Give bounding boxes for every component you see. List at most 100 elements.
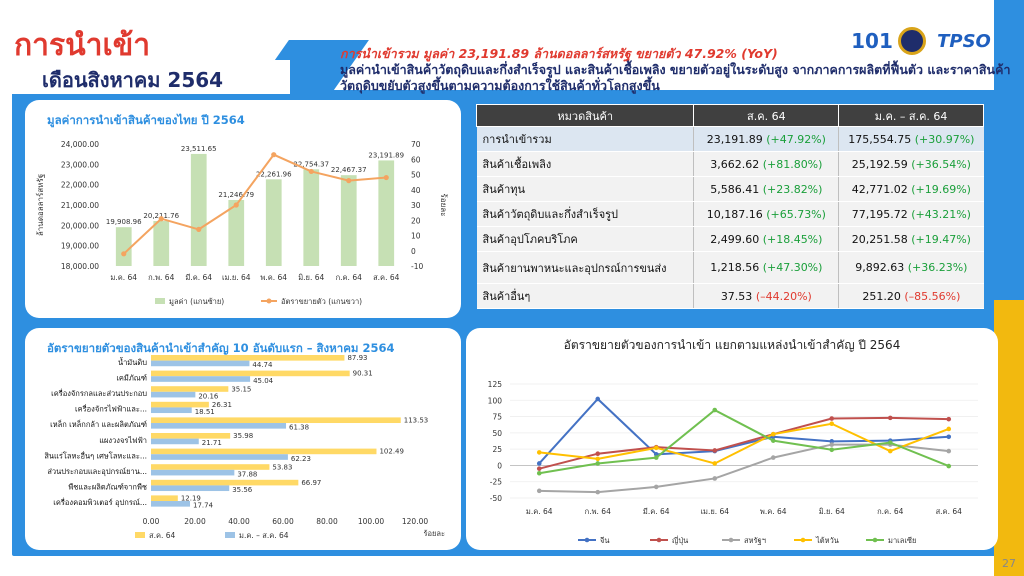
source-growth-chart-title: อัตราขยายตัวของการนำเข้า แยกตามแหล่งนำเข… xyxy=(563,338,901,352)
table-cell-category: การนำเข้ารวม xyxy=(476,126,694,152)
series-point xyxy=(536,466,542,471)
table-row: สินค้ายานพาหนะและอุปกรณ์การขนส่ง 1,218.56… xyxy=(476,251,984,284)
series-point xyxy=(653,445,659,451)
x-tick-label: 0.00 xyxy=(143,517,160,526)
table-cell-aug: 23,191.89 (+47.92%) xyxy=(693,126,839,152)
bar-aug-data-label: 113.53 xyxy=(404,417,429,425)
y-tick-label: 125 xyxy=(488,380,503,389)
series-point xyxy=(770,438,776,443)
y-tick-label: ส่วนประกอบและอุปกรณ์ยาน... xyxy=(47,467,147,476)
y2-tick-label: 70 xyxy=(411,140,421,149)
y2-axis-label: ร้อยละ xyxy=(439,194,448,217)
series-point xyxy=(595,456,601,462)
table-cell-category: สินค้าทุน xyxy=(476,176,694,202)
bar-aug-data-label: 12.19 xyxy=(181,495,201,503)
x-axis-label: ร้อยละ xyxy=(423,529,445,538)
bar-data-label: 21,246.79 xyxy=(218,191,254,199)
bar-aug xyxy=(151,386,229,392)
table-cell-aug: 37.53 (–44.20%) xyxy=(693,283,839,309)
y2-tick-label: -10 xyxy=(411,262,423,271)
table-row: สินค้าเชื้อเพลิง 3,662.62 (+81.80%) 25,192… xyxy=(476,151,984,177)
bar-aug xyxy=(151,370,350,377)
table-cell-aug: 10,187.16 (+65.73%) xyxy=(693,201,839,227)
bar-aug xyxy=(151,448,377,455)
x-tick-label: ก.พ. 64 xyxy=(148,273,174,282)
y-tick-label: -25 xyxy=(490,478,502,487)
bar-aug xyxy=(151,401,209,408)
x-tick-label: 120.00 xyxy=(402,517,428,526)
series-point xyxy=(712,461,718,466)
legend-marker-growth xyxy=(266,298,272,304)
growth-point xyxy=(196,226,202,232)
x-tick-label: เม.ย. 64 xyxy=(700,507,729,516)
bar-ytd-data-label: 44.74 xyxy=(252,361,273,369)
bar-ytd xyxy=(151,485,230,492)
y-axis-label: ล้านดอลลาร์สหรัฐ xyxy=(35,174,45,236)
legend-swatch-ytd xyxy=(225,532,235,538)
series-line xyxy=(539,443,949,494)
y-tick-label: 23,000.00 xyxy=(61,160,99,169)
y-tick-label: 0 xyxy=(497,461,502,470)
y2-tick-label: 50 xyxy=(411,171,421,180)
y-tick-label: เหล็ก เหล็กกล้า และผลิตภัณฑ์ xyxy=(50,419,147,429)
bar-aug xyxy=(151,479,299,486)
tpso-logo: TPSO xyxy=(937,30,991,52)
bar-data-label: 19,908.96 xyxy=(106,218,142,226)
bar xyxy=(265,179,282,266)
bar-aug-data-label: 90.31 xyxy=(353,370,373,378)
growth-point xyxy=(383,174,389,181)
y-tick-label: 21,000.00 xyxy=(61,201,99,210)
bar-ytd xyxy=(151,501,191,507)
bar xyxy=(340,175,357,266)
legend-label-growth: อัตราขยายตัว (แกนขวา) xyxy=(281,297,362,306)
series-point xyxy=(712,476,718,481)
legend-marker xyxy=(872,537,878,543)
bar-data-label: 23,511.65 xyxy=(181,145,217,153)
bar-aug-data-label: 35.98 xyxy=(233,432,253,440)
x-tick-label: 60.00 xyxy=(272,517,294,526)
y-tick-label: น้ำมันดิบ xyxy=(118,357,147,367)
y-tick-label: 100 xyxy=(488,396,503,405)
legend-marker xyxy=(656,537,662,543)
series-line xyxy=(539,416,949,470)
import-value-panel: มูลค่าการนำเข้าสินค้าของไทย ปี 2564 18,0… xyxy=(25,100,461,318)
table-cell-ytd: 9,892.63 (+36.23%) xyxy=(838,251,984,284)
growth-point xyxy=(158,216,164,222)
table-cell-ytd: 251.20 (–85.56%) xyxy=(838,283,984,309)
y-tick-label: สินแร่โลหะอื่นๆ เศษโลหะและ... xyxy=(44,450,147,460)
legend-marker xyxy=(800,537,806,543)
bar-aug xyxy=(151,433,231,439)
series-point xyxy=(887,415,893,421)
bar-ytd xyxy=(151,423,287,429)
bar-ytd-data-label: 61.38 xyxy=(289,424,309,432)
table-row: การนำเข้ารวม 23,191.89 (+47.92%) 175,554.7… xyxy=(476,126,984,152)
x-tick-label: พ.ค. 64 xyxy=(260,273,287,282)
series-point xyxy=(712,448,718,453)
bar-ytd-data-label: 20.16 xyxy=(198,392,219,400)
bar-aug xyxy=(151,417,401,424)
y-tick-label: 75 xyxy=(492,413,502,422)
series-point xyxy=(887,448,893,454)
page-title: การนำเข้า xyxy=(14,28,151,63)
top10-growth-chart: น้ำมันดิบ 87.93 44.74 เคมีภัณฑ์ 90.31 45.04 เค… xyxy=(44,354,445,540)
x-tick-label: ส.ค. 64 xyxy=(936,507,963,516)
x-tick-label: พ.ค. 64 xyxy=(760,507,787,516)
series-point xyxy=(536,470,542,476)
bar-aug xyxy=(151,495,178,502)
bar-ytd-data-label: 37.88 xyxy=(237,470,257,478)
table-cell-category: สินค้าเชื้อเพลิง xyxy=(476,151,694,177)
source-growth-chart: -50 -25 0 25 50 75 100 125 ม.ค. 64 ก.พ. 64 มี.ค. 6… xyxy=(488,380,978,545)
growth-point xyxy=(346,178,352,184)
y-tick-label: 19,000.00 xyxy=(61,242,99,251)
table-cell-category: สินค้าอื่นๆ xyxy=(476,283,694,309)
x-tick-label: มิ.ย. 64 xyxy=(819,507,845,516)
table-cell-aug: 2,499.60 (+18.45%) xyxy=(693,226,839,252)
top10-growth-panel: อัตราขยายตัวของสินค้านำเข้าสำคัญ 10 อันด… xyxy=(25,328,461,550)
legend-swatch-aug xyxy=(135,532,145,538)
y2-tick-label: 20 xyxy=(411,216,421,225)
series-point xyxy=(536,488,542,494)
y-tick-label: 50 xyxy=(492,429,502,438)
series-point xyxy=(946,434,952,440)
series-point xyxy=(946,463,952,469)
bar xyxy=(153,221,170,266)
